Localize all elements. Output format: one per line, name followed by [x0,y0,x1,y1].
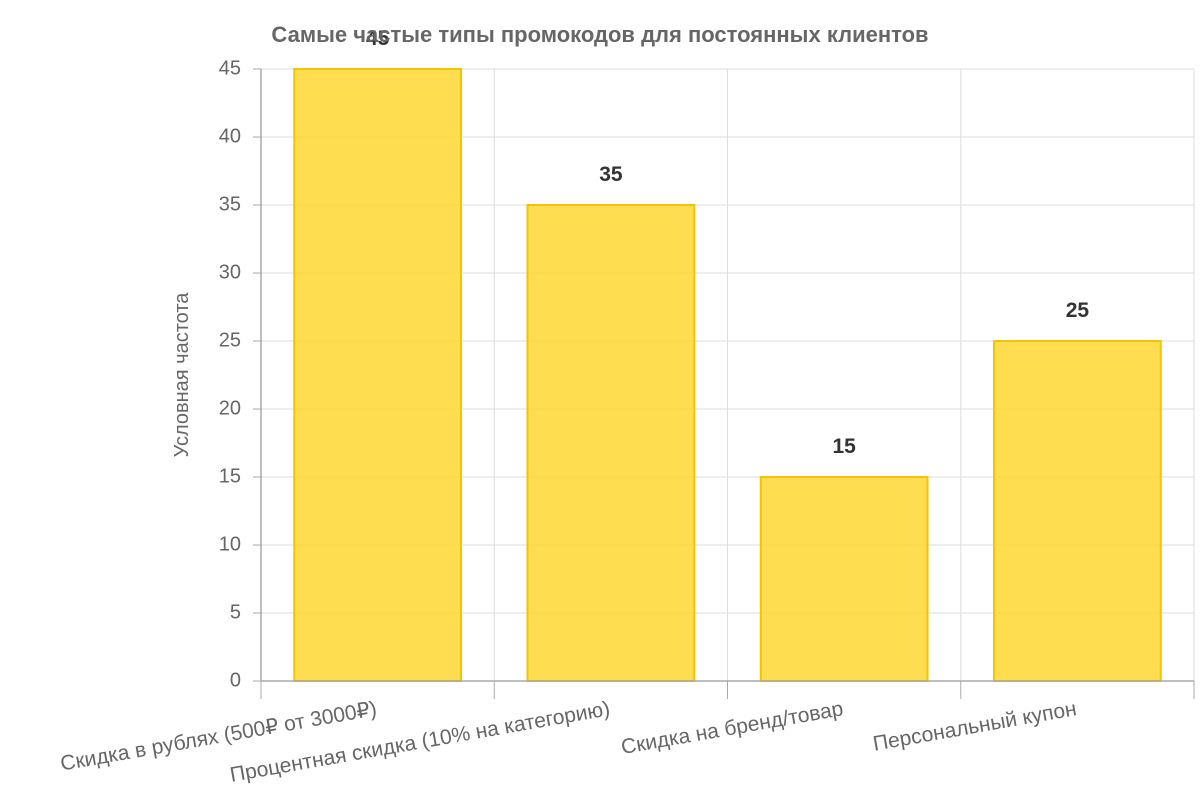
x-tick-label: Персональный купон [871,697,1078,755]
y-tick-label: 30 [219,261,241,283]
chart-title: Самые частые типы промокодов для постоян… [271,22,928,47]
y-axis-label: Условная частота [171,292,193,458]
x-tick-label: Процентная скидка (10% на категорию) [228,697,612,787]
x-tick-label: Скидка на бренд/товар [619,697,845,759]
bar-value-label: 25 [1066,299,1090,322]
axes-group [260,69,1194,682]
y-tick-label: 40 [219,125,241,147]
bar-value-label: 35 [599,163,623,186]
y-tick-label: 15 [219,465,241,487]
bar [526,204,696,682]
data-labels: 45 35 15 25 [366,27,1089,458]
y-tick-label: 0 [230,669,241,691]
bars-group [293,68,1162,682]
y-tick-label: 5 [230,601,241,623]
bar [992,340,1162,682]
y-tick-labels: 0 5 10 15 20 25 30 35 40 45 [219,57,241,691]
y-tick-label: 45 [219,57,241,79]
y-tick-label: 20 [219,397,241,419]
y-tick-label: 35 [219,193,241,215]
x-tick-labels: Скидка в рублях (500₽ от 3000₽)Процентна… [59,697,1079,787]
y-tick-label: 25 [219,329,241,351]
bar-value-label: 15 [832,435,856,458]
bar [293,68,463,682]
bar-value-label: 45 [366,27,390,50]
y-tick-label: 10 [219,533,241,555]
bar [759,476,929,682]
